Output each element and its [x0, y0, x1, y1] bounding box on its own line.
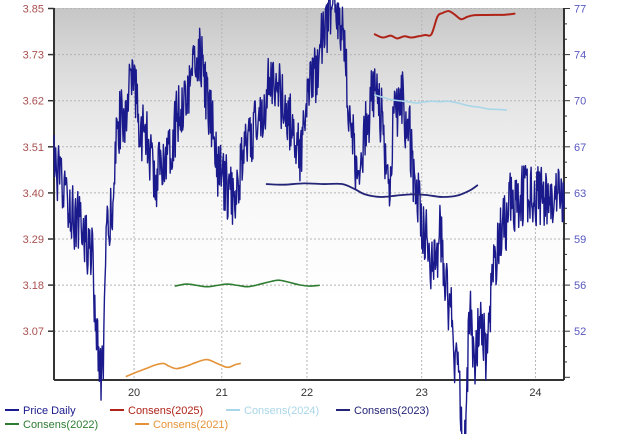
- svg-text:70: 70: [574, 96, 586, 108]
- svg-text:3.73: 3.73: [23, 50, 44, 62]
- svg-text:52: 52: [574, 326, 586, 338]
- svg-text:24: 24: [529, 387, 541, 399]
- svg-text:22: 22: [301, 387, 313, 399]
- svg-text:21: 21: [216, 387, 228, 399]
- svg-text:3.07: 3.07: [23, 326, 44, 338]
- svg-text:3.29: 3.29: [23, 234, 44, 246]
- svg-text:77: 77: [574, 4, 586, 16]
- svg-text:20: 20: [128, 387, 140, 399]
- svg-text:59: 59: [574, 234, 586, 246]
- svg-text:23: 23: [416, 387, 428, 399]
- svg-text:3.18: 3.18: [23, 280, 44, 292]
- svg-text:3.62: 3.62: [23, 96, 44, 108]
- svg-text:3.40: 3.40: [23, 188, 44, 200]
- svg-text:63: 63: [574, 188, 586, 200]
- svg-text:3.85: 3.85: [23, 4, 44, 16]
- svg-text:56: 56: [574, 280, 586, 292]
- svg-text:67: 67: [574, 142, 586, 154]
- svg-text:74: 74: [574, 50, 586, 62]
- svg-text:3.51: 3.51: [23, 142, 44, 154]
